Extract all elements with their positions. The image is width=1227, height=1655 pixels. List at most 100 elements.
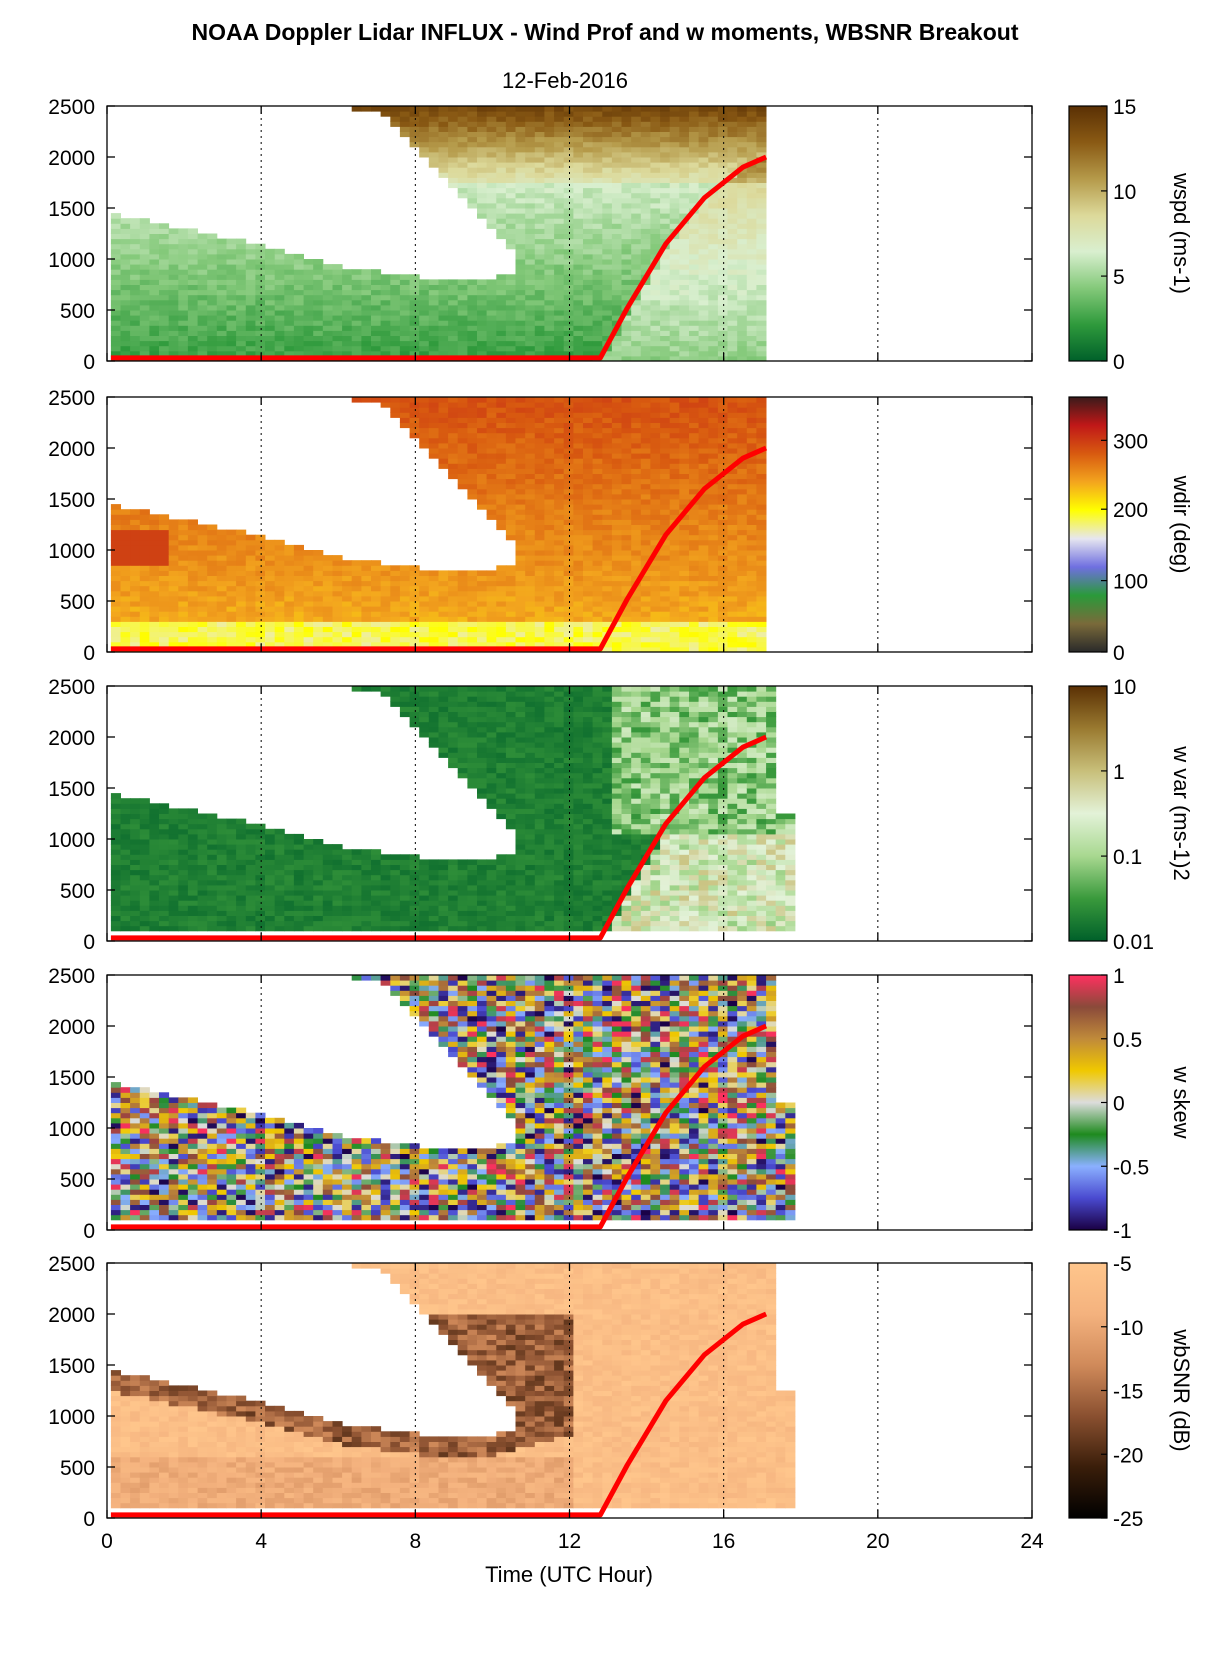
- heatmap-cell: [515, 422, 526, 429]
- heatmap-cell: [660, 106, 671, 112]
- heatmap-cell: [110, 813, 121, 820]
- heatmap-cell: [573, 320, 584, 326]
- heatmap-cell: [178, 601, 189, 607]
- heatmap-cell: [650, 106, 661, 112]
- heatmap-cell: [621, 407, 632, 413]
- heatmap-cell: [130, 895, 141, 901]
- heatmap-cell: [660, 473, 671, 480]
- heatmap-cell: [226, 636, 237, 643]
- heatmap-cell: [621, 315, 632, 321]
- heatmap-cell: [756, 412, 767, 418]
- heatmap-cell: [496, 208, 507, 214]
- heatmap-cell: [159, 585, 170, 592]
- heatmap-cell: [178, 335, 189, 342]
- heatmap-cell: [717, 550, 728, 556]
- heatmap-cell: [660, 284, 671, 291]
- y-tick-label: 1500: [48, 489, 95, 512]
- colorbar-tick-label: 200: [1113, 499, 1148, 522]
- heatmap-cell: [640, 606, 651, 612]
- heatmap-cell: [207, 284, 218, 291]
- heatmap-cell: [159, 560, 170, 566]
- heatmap-cell: [611, 269, 622, 275]
- heatmap-cell: [746, 407, 757, 413]
- heatmap-cell: [746, 585, 757, 592]
- heatmap-cell: [669, 299, 680, 306]
- heatmap-cell: [737, 616, 748, 622]
- heatmap-cell: [544, 197, 555, 204]
- heatmap-cell: [284, 580, 295, 587]
- heatmap-cell: [428, 641, 439, 648]
- heatmap-cell: [689, 397, 700, 403]
- heatmap-cell: [602, 499, 613, 505]
- heatmap-cell: [737, 310, 748, 316]
- heatmap-cell: [486, 473, 497, 480]
- heatmap-cell: [226, 575, 237, 582]
- heatmap-cell: [746, 304, 757, 311]
- heatmap-cell: [746, 157, 757, 163]
- heatmap-cell: [621, 131, 632, 138]
- heatmap-cell: [390, 601, 401, 607]
- heatmap-cell: [120, 560, 131, 566]
- heatmap-cell: [457, 611, 468, 617]
- heatmap-cell: [178, 519, 189, 525]
- heatmap-cell: [216, 340, 227, 347]
- heatmap-cell: [611, 253, 622, 260]
- heatmap-cell: [554, 284, 565, 291]
- heatmap-cell: [207, 580, 218, 587]
- heatmap-cell: [611, 595, 622, 602]
- heatmap-cell: [727, 350, 738, 357]
- heatmap-cell: [149, 325, 160, 331]
- heatmap-cell: [371, 565, 382, 571]
- heatmap-cell: [640, 544, 651, 551]
- heatmap-cell: [332, 325, 343, 331]
- colorbar-tick-label: 100: [1113, 571, 1148, 594]
- heatmap-cell: [457, 590, 468, 597]
- heatmap-cell: [216, 289, 227, 296]
- heatmap-cell: [159, 233, 170, 240]
- heatmap-cell: [322, 289, 333, 296]
- heatmap-cell: [245, 550, 256, 556]
- heatmap-cell: [467, 442, 478, 449]
- heatmap-cell: [457, 146, 468, 153]
- heatmap-cell: [544, 264, 555, 270]
- heatmap-cell: [756, 570, 767, 576]
- heatmap-cell: [187, 519, 198, 525]
- heatmap-cell: [380, 611, 391, 617]
- heatmap-cell: [486, 636, 497, 643]
- heatmap-cell: [631, 427, 642, 434]
- heatmap-cell: [737, 223, 748, 229]
- heatmap-cell: [727, 264, 738, 270]
- heatmap-cell: [746, 442, 757, 449]
- heatmap-cell: [621, 544, 632, 551]
- heatmap-cell: [583, 197, 594, 204]
- heatmap-cell: [496, 340, 507, 347]
- heatmap-cell: [409, 330, 420, 336]
- heatmap-cell: [197, 350, 208, 357]
- heatmap-cell: [534, 539, 545, 546]
- heatmap-cell: [303, 595, 314, 602]
- heatmap-cell: [187, 315, 198, 321]
- heatmap-cell: [342, 585, 353, 592]
- heatmap-cell: [611, 111, 622, 117]
- heatmap-cell: [621, 279, 632, 285]
- heatmap-cell: [187, 550, 198, 556]
- heatmap-cell: [660, 167, 671, 173]
- heatmap-cell: [293, 641, 304, 648]
- heatmap-cell: [255, 269, 266, 275]
- heatmap-cell: [505, 519, 516, 525]
- heatmap-cell: [650, 555, 661, 561]
- heatmap-cell: [679, 646, 690, 653]
- heatmap-cell: [708, 157, 719, 163]
- heatmap-cell: [197, 259, 208, 265]
- heatmap-cell: [650, 601, 661, 607]
- heatmap-cell: [226, 310, 237, 316]
- heatmap-cell: [592, 146, 603, 153]
- heatmap-cell: [746, 284, 757, 291]
- heatmap-cell: [727, 514, 738, 520]
- heatmap-cell: [130, 539, 141, 546]
- heatmap-cell: [573, 146, 584, 153]
- heatmap-cell: [621, 355, 632, 362]
- heatmap-cell: [409, 575, 420, 582]
- heatmap-cell: [168, 611, 179, 617]
- heatmap-cell: [573, 524, 584, 531]
